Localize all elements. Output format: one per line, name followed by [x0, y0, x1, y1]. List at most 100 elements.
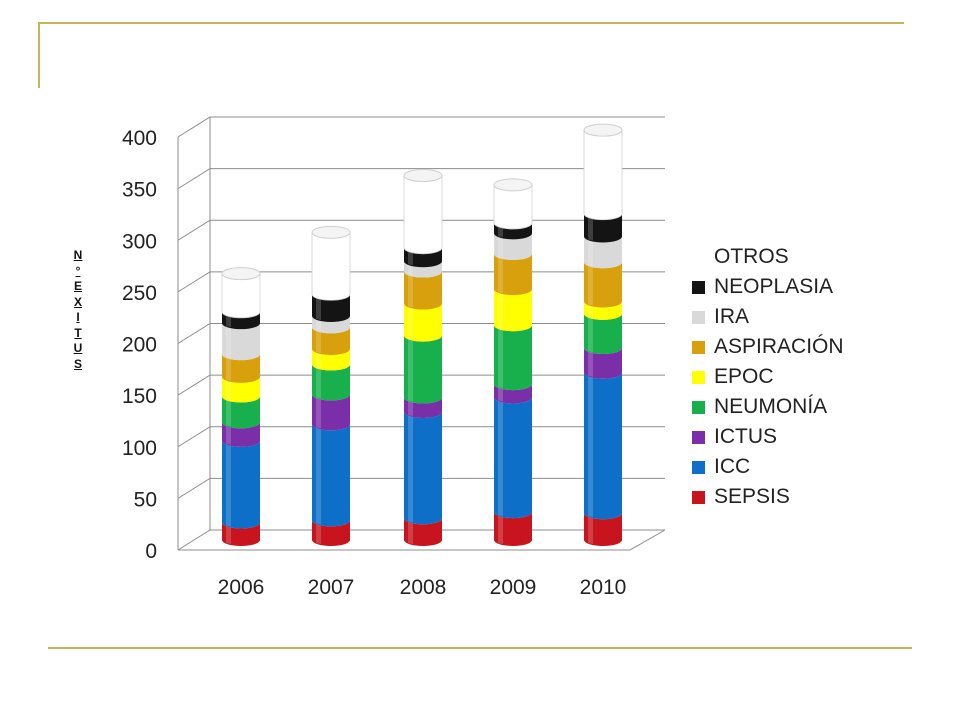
- y-axis-label-letter: I: [76, 310, 80, 324]
- bar-highlight: [226, 522, 231, 544]
- legend-swatch-otros: [692, 251, 705, 264]
- bar-highlight: [226, 323, 231, 359]
- bar-segment-icc: [404, 411, 442, 525]
- bar-segment-ira: [404, 261, 442, 278]
- bar-highlight: [316, 294, 321, 320]
- legend-label-neumonia: NEUMONÍA: [714, 395, 828, 418]
- bar-top-cap: [311, 225, 351, 239]
- bar-highlight: [588, 236, 593, 267]
- bar-segment-neumonía: [494, 325, 532, 391]
- y-axis-label-letter: T: [74, 325, 82, 340]
- bar-highlight: [408, 335, 413, 402]
- x-tick-label: 2009: [490, 576, 537, 599]
- floor-edge: [178, 529, 666, 551]
- bar-segment-aspiración: [404, 271, 442, 310]
- bar-highlight: [498, 397, 503, 517]
- bar-highlight: [316, 424, 321, 525]
- legend-swatch-neumonia: [692, 400, 705, 414]
- bar-highlight: [498, 184, 503, 228]
- bar-segment-neoplasia: [222, 311, 260, 330]
- bar-segment-sepsis: [222, 522, 260, 546]
- bar-highlight: [226, 422, 231, 445]
- bar-segment-neumonía: [584, 313, 622, 354]
- bar-segment-ictus: [312, 394, 350, 431]
- bar-segment-aspiración: [222, 354, 260, 383]
- bar-highlight: [588, 130, 593, 218]
- bar-segment-icc: [312, 424, 350, 527]
- bar-highlight: [226, 354, 231, 381]
- bar-segment-ictus: [584, 347, 622, 379]
- bar-segment-aspiración: [312, 327, 350, 355]
- legend-item-ictus: ICTUS: [692, 422, 844, 452]
- bar-highlight: [588, 313, 593, 352]
- legend-label-aspiracion: ASPIRACIÓN: [714, 335, 844, 358]
- bar-segment-ictus: [404, 397, 442, 418]
- bar-highlight: [316, 348, 321, 369]
- bar-segment-epoc: [584, 301, 622, 320]
- chart-legend: OTROS NEOPLASIA IRA ASPIRACIÓN EPOC NEUM…: [692, 242, 844, 512]
- bar-segment-icc: [494, 397, 532, 519]
- x-tick-label: 2008: [400, 576, 447, 599]
- bar-highlight: [588, 213, 593, 241]
- bar-segment-ira: [312, 315, 350, 334]
- bar-highlight: [226, 440, 231, 527]
- bar-highlight: [316, 364, 321, 399]
- y-tick-label: 400: [122, 127, 157, 150]
- legend-label-ictus: ICTUS: [714, 425, 777, 448]
- bar-highlight: [498, 325, 503, 389]
- legend-label-icc: ICC: [714, 455, 751, 478]
- bottom-decorative-rule: [48, 647, 912, 649]
- legend-swatch-ictus: [692, 430, 705, 444]
- top-decorative-rule: [40, 22, 904, 24]
- legend-swatch-icc: [692, 460, 705, 474]
- bar-highlight: [408, 303, 413, 340]
- bar-segment-icc: [584, 372, 622, 520]
- bar-top-cap: [403, 169, 443, 183]
- bar-segment-ira: [584, 236, 622, 269]
- x-tick-label: 2010: [580, 576, 627, 599]
- bar-highlight: [226, 376, 231, 401]
- bar-highlight: [588, 372, 593, 518]
- legend-item-ira: IRA: [692, 302, 844, 332]
- bar-highlight: [226, 273, 231, 316]
- legend-swatch-aspiracion: [692, 340, 705, 354]
- y-axis-label-letter: U: [73, 341, 83, 355]
- bar-highlight: [408, 271, 413, 308]
- y-tick-label: 100: [122, 437, 157, 460]
- legend-item-otros: OTROS: [692, 242, 844, 272]
- bar-highlight: [316, 520, 321, 544]
- y-axis-label-letter: N: [73, 248, 83, 262]
- bar-highlight: [498, 253, 503, 294]
- legend-item-aspiracion: ASPIRACIÓN: [692, 332, 844, 362]
- legend-item-icc: ICC: [692, 452, 844, 482]
- bar-segment-sepsis: [494, 512, 532, 546]
- bar-segment-aspiración: [494, 253, 532, 296]
- bar-segment-ira: [494, 233, 532, 260]
- bar-highlight: [498, 289, 503, 330]
- legend-item-neumonia: NEUMONÍA: [692, 392, 844, 422]
- bar-segment-ictus: [494, 384, 532, 404]
- y-tick-label: 300: [122, 230, 157, 253]
- bar-segment-aspiración: [584, 262, 622, 308]
- legend-label-neoplasia: NEOPLASIA: [714, 275, 834, 298]
- y-tick-label: 200: [122, 334, 157, 357]
- bar-segment-epoc: [312, 348, 350, 371]
- bar-segment-neumonía: [404, 335, 442, 404]
- legend-label-epoc: EPOC: [714, 365, 774, 388]
- bar-highlight: [588, 513, 593, 544]
- y-tick-label: 50: [134, 488, 157, 511]
- legend-swatch-sepsis: [692, 490, 705, 504]
- bar-segment-epoc: [222, 376, 260, 403]
- x-tick-label: 2006: [218, 576, 265, 599]
- legend-label-otros: OTROS: [714, 245, 789, 268]
- bar-segment-epoc: [404, 303, 442, 342]
- y-axis-label: N ° E X I T U S: [68, 248, 88, 372]
- bar-segment-sepsis: [584, 513, 622, 546]
- bar-top-cap: [221, 267, 261, 281]
- bar-highlight: [316, 394, 321, 429]
- legend-label-ira: IRA: [714, 305, 750, 328]
- bar-segment-neoplasia: [584, 213, 622, 243]
- bar-segment-ictus: [222, 422, 260, 447]
- bar-highlight: [316, 327, 321, 353]
